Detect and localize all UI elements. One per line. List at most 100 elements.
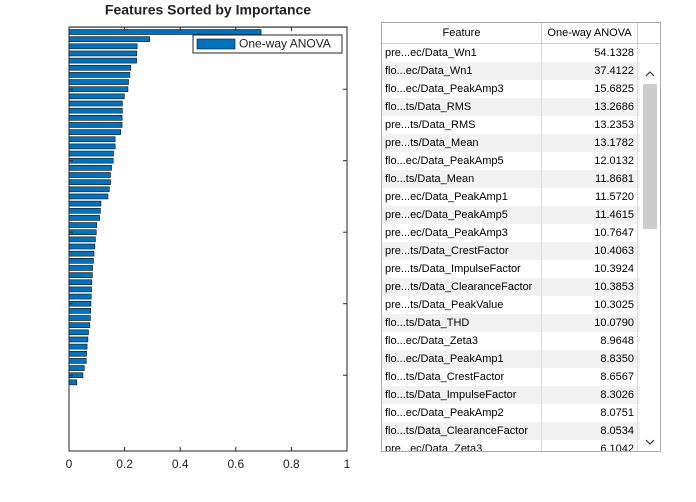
bar <box>69 57 137 64</box>
table-cell: pre...ts/Data_CrestFactor <box>382 242 542 260</box>
bar <box>69 72 131 78</box>
table-row[interactable]: pre...ec/Data_PeakAmp5 11.4615 <box>382 206 660 224</box>
table-cell: 13.2353 <box>542 116 638 134</box>
table-row[interactable]: flo...ts/Data_THD 10.0790 <box>382 314 660 332</box>
bar <box>69 36 150 42</box>
scrollbar[interactable] <box>640 44 660 451</box>
table-row[interactable]: pre...ts/Data_ImpulseFactor 10.3924 <box>382 260 660 278</box>
bar <box>69 372 84 379</box>
chart-title: Features Sorted by Importance <box>105 2 311 18</box>
table-cell: 6.1042 <box>542 440 638 451</box>
table-header: Feature One-way ANOVA <box>382 23 660 44</box>
bar <box>69 200 102 207</box>
table-row[interactable]: pre...ec/Data_PeakAmp1 11.5720 <box>382 188 660 206</box>
table-cell: pre...ec/Data_Zeta3 <box>382 440 542 451</box>
scroll-down[interactable] <box>645 439 655 445</box>
bar <box>69 329 89 336</box>
table-cell: flo...ec/Data_PeakAmp3 <box>382 80 542 98</box>
table-cell: flo...ec/Data_PeakAmp5 <box>382 152 542 170</box>
bar <box>69 279 93 286</box>
table-cell: 12.0132 <box>542 152 638 170</box>
bar <box>69 115 123 121</box>
table-cell: 8.9648 <box>542 332 638 350</box>
table-cell: pre...ec/Data_Wn1 <box>382 44 542 62</box>
bar <box>69 365 85 371</box>
bar <box>69 300 92 307</box>
x-tick-label: 0.2 <box>116 457 133 471</box>
bar <box>69 157 114 164</box>
table-cell: 10.3025 <box>542 296 638 314</box>
table-cell: 10.4063 <box>542 242 638 260</box>
bar <box>69 350 87 357</box>
table-row[interactable]: pre...ts/Data_CrestFactor 10.4063 <box>382 242 660 260</box>
legend-swatch <box>196 38 236 50</box>
table-row[interactable]: flo...ts/Data_ClearanceFactor 8.0534 <box>382 422 660 440</box>
x-tick-label: 0.6 <box>227 457 244 471</box>
table-cell: 11.4615 <box>542 206 638 224</box>
bar <box>69 343 88 350</box>
table-row[interactable]: flo...ts/Data_RMS 13.2686 <box>382 98 660 116</box>
table-cell: 10.3853 <box>542 278 638 296</box>
table-row[interactable]: flo...ec/Data_Zeta3 8.9648 <box>382 332 660 350</box>
bar <box>69 258 94 264</box>
bar <box>69 336 89 343</box>
x-tick-label: 0.4 <box>172 457 189 471</box>
table-row[interactable]: pre...ts/Data_ClearanceFactor 10.3853 <box>382 278 660 296</box>
table-cell: 15.6825 <box>542 80 638 98</box>
table-row[interactable]: flo...ts/Data_Mean 11.8681 <box>382 170 660 188</box>
bar <box>69 358 87 364</box>
table-row[interactable]: flo...ts/Data_CrestFactor 8.6567 <box>382 368 660 386</box>
table-cell: pre...ts/Data_RMS <box>382 116 542 134</box>
table-row[interactable]: flo...ts/Data_ImpulseFactor 8.3026 <box>382 386 660 404</box>
table-cell: flo...ts/Data_RMS <box>382 98 542 116</box>
axes-box <box>68 26 348 452</box>
table-cell: 11.8681 <box>542 170 638 188</box>
x-tick-label: 0.8 <box>283 457 300 471</box>
table-row[interactable]: pre...ts/Data_Mean 13.1782 <box>382 134 660 152</box>
table-cell: pre...ts/Data_ImpulseFactor <box>382 260 542 278</box>
bar <box>69 222 98 228</box>
legend-label: One-way ANOVA <box>239 37 331 51</box>
table-row[interactable]: flo...ec/Data_PeakAmp1 8.8350 <box>382 350 660 368</box>
table-cell: 8.8350 <box>542 350 638 368</box>
table-cell: 8.0534 <box>542 422 638 440</box>
bar <box>69 265 93 271</box>
table-row[interactable]: pre...ts/Data_PeakValue 10.3025 <box>382 296 660 314</box>
bar <box>69 150 114 157</box>
bar <box>69 286 92 293</box>
x-tick-label: 0 <box>66 457 73 471</box>
results-table[interactable]: Feature One-way ANOVA pre...ec/Data_Wn1 5… <box>381 22 661 452</box>
bar <box>69 122 123 128</box>
table-cell: 54.1328 <box>542 44 638 62</box>
table-row[interactable]: pre...ec/Data_Wn1 54.1328 <box>382 44 660 62</box>
bar <box>69 50 138 57</box>
table-cell: 10.0790 <box>542 314 638 332</box>
bar <box>69 93 125 100</box>
table-row[interactable]: flo...ec/Data_PeakAmp3 15.6825 <box>382 80 660 98</box>
bar <box>69 236 96 243</box>
bar <box>69 165 112 171</box>
bar <box>69 215 100 221</box>
bar <box>69 315 91 321</box>
scroll-thumb[interactable] <box>643 84 657 229</box>
table-cell: pre...ec/Data_PeakAmp5 <box>382 206 542 224</box>
table-row[interactable]: pre...ts/Data_RMS 13.2353 <box>382 116 660 134</box>
bar <box>69 308 91 314</box>
table-row[interactable]: flo...ec/Data_Wn1 37.4122 <box>382 62 660 80</box>
bar <box>69 179 111 185</box>
table-row[interactable]: flo...ec/Data_PeakAmp5 12.0132 <box>382 152 660 170</box>
table-cell: flo...ts/Data_THD <box>382 314 542 332</box>
bar <box>69 193 109 200</box>
bar <box>69 79 129 85</box>
table-row[interactable]: pre...ec/Data_PeakAmp3 10.7647 <box>382 224 660 242</box>
bar <box>69 243 96 250</box>
table-row[interactable]: flo...ec/Data_PeakAmp2 8.0751 <box>382 404 660 422</box>
table-cell: flo...ec/Data_PeakAmp2 <box>382 404 542 422</box>
table-row[interactable]: pre...ec/Data_Zeta3 6.1042 <box>382 440 660 451</box>
scroll-up[interactable] <box>645 71 655 77</box>
column-header[interactable]: Feature <box>382 23 542 43</box>
table-cell: pre...ts/Data_ClearanceFactor <box>382 278 542 296</box>
column-header[interactable]: One-way ANOVA <box>542 23 638 43</box>
table-cell: 13.1782 <box>542 134 638 152</box>
